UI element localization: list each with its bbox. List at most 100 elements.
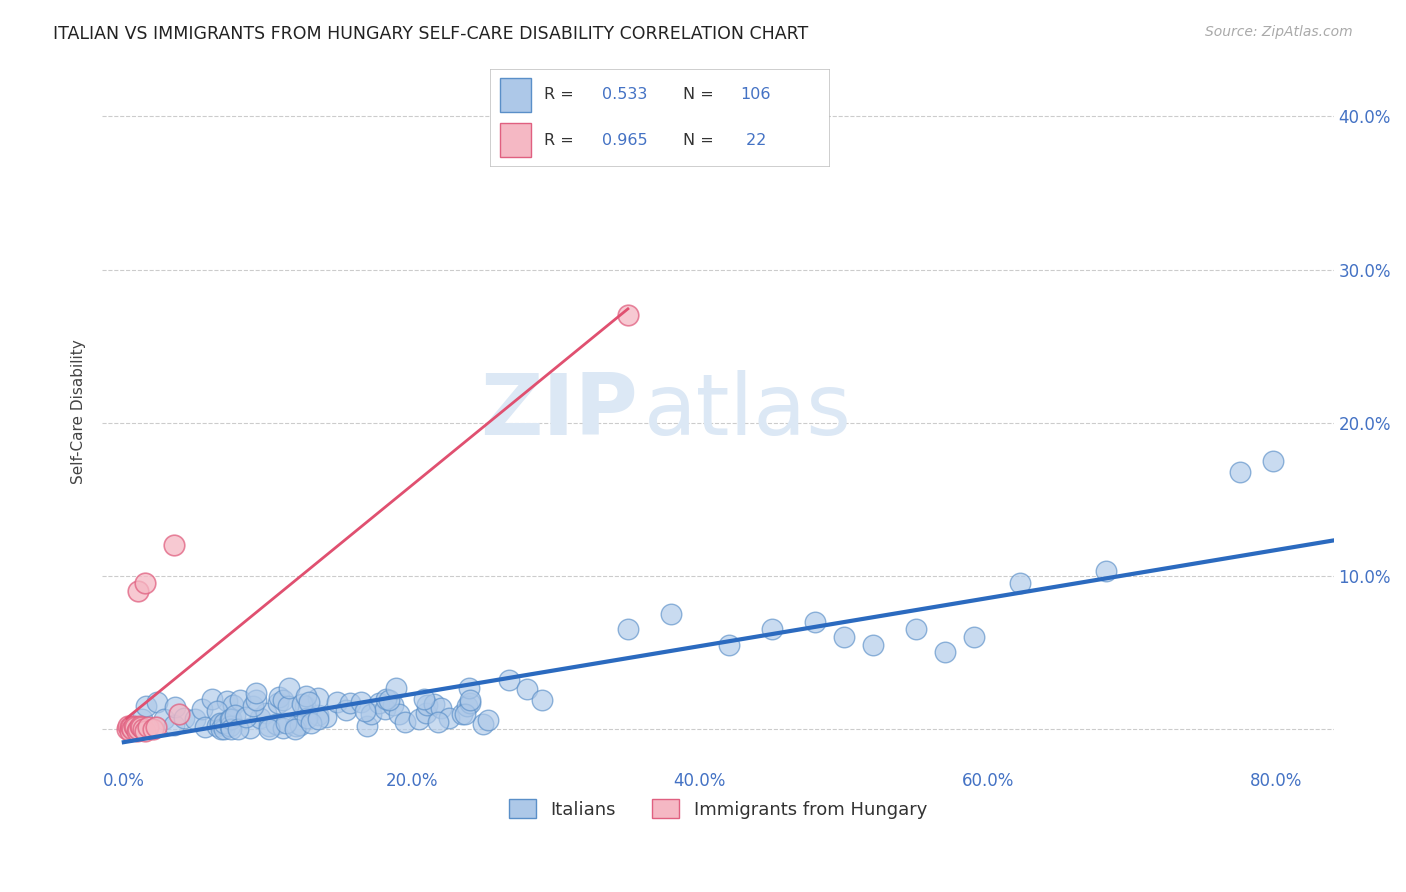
Point — [128, 719, 150, 733]
Point — [934, 645, 956, 659]
Point — [354, 704, 377, 718]
Point — [295, 711, 318, 725]
Point — [368, 697, 391, 711]
Point — [384, 681, 406, 695]
Point — [127, 584, 149, 599]
Point — [115, 722, 138, 736]
Point — [381, 698, 404, 713]
Point — [219, 722, 242, 736]
Text: ITALIAN VS IMMIGRANTS FROM HUNGARY SELF-CARE DISABILITY CORRELATION CHART: ITALIAN VS IMMIGRANTS FROM HUNGARY SELF-… — [53, 25, 808, 43]
Point — [451, 707, 474, 722]
Point — [530, 693, 553, 707]
Point — [131, 722, 153, 736]
Point — [219, 712, 242, 726]
Point — [356, 719, 378, 733]
Point — [173, 711, 195, 725]
Point — [267, 690, 290, 705]
Point — [1229, 465, 1251, 479]
Point — [271, 692, 294, 706]
Point — [254, 706, 277, 720]
Point — [212, 722, 235, 736]
Point — [167, 706, 190, 721]
Point — [659, 607, 682, 621]
Point — [374, 701, 396, 715]
Point — [285, 719, 308, 733]
Point — [117, 719, 139, 733]
Point — [228, 722, 250, 736]
Point — [267, 696, 290, 710]
Point — [127, 722, 149, 736]
Point — [242, 698, 264, 713]
Point — [862, 638, 884, 652]
Point — [145, 695, 167, 709]
Point — [118, 723, 141, 738]
Text: ZIP: ZIP — [479, 369, 638, 453]
Point — [374, 691, 396, 706]
Y-axis label: Self-Care Disability: Self-Care Disability — [72, 339, 86, 483]
Point — [423, 697, 446, 711]
Point — [617, 623, 640, 637]
Point — [222, 698, 245, 713]
Point — [125, 723, 148, 738]
Point — [456, 699, 478, 714]
Point — [163, 718, 186, 732]
Point — [136, 721, 159, 735]
Point — [118, 721, 141, 735]
Point — [1095, 564, 1118, 578]
Point — [415, 698, 437, 712]
Point — [131, 712, 153, 726]
Point — [284, 722, 307, 736]
Point — [205, 719, 228, 733]
Point — [294, 690, 316, 704]
Point — [271, 721, 294, 735]
Point — [617, 309, 640, 323]
Point — [298, 696, 321, 710]
Point — [408, 712, 430, 726]
Point — [209, 722, 232, 736]
Point — [307, 691, 329, 706]
Point — [235, 710, 257, 724]
Point — [224, 708, 246, 723]
Point — [245, 693, 267, 707]
Point — [209, 717, 232, 731]
Point — [134, 723, 156, 738]
Point — [134, 576, 156, 591]
Legend: Italians, Immigrants from Hungary: Italians, Immigrants from Hungary — [502, 792, 934, 826]
Point — [413, 692, 436, 706]
Point — [194, 720, 217, 734]
Point — [163, 699, 186, 714]
Point — [429, 701, 451, 715]
Point — [339, 697, 361, 711]
Point — [208, 716, 231, 731]
Point — [145, 721, 167, 735]
Point — [135, 698, 157, 713]
Point — [257, 719, 280, 733]
Point — [278, 681, 301, 696]
Point — [219, 712, 242, 726]
Point — [277, 699, 299, 714]
Point — [127, 720, 149, 734]
Point — [454, 706, 477, 721]
Point — [717, 638, 740, 652]
Point — [191, 702, 214, 716]
Point — [360, 707, 382, 722]
Point — [142, 722, 165, 736]
Point — [458, 681, 481, 695]
Point — [294, 698, 316, 713]
Point — [124, 721, 146, 735]
Point — [307, 707, 329, 722]
Point — [472, 717, 495, 731]
Point — [307, 712, 329, 726]
Point — [832, 630, 855, 644]
Point — [129, 721, 152, 735]
Point — [215, 694, 238, 708]
Point — [962, 630, 984, 644]
Point — [804, 615, 827, 629]
Point — [120, 721, 142, 735]
Point — [201, 692, 224, 706]
Point — [229, 692, 252, 706]
Point — [394, 715, 416, 730]
Point — [904, 623, 927, 637]
Point — [388, 707, 411, 722]
Point — [212, 715, 235, 730]
